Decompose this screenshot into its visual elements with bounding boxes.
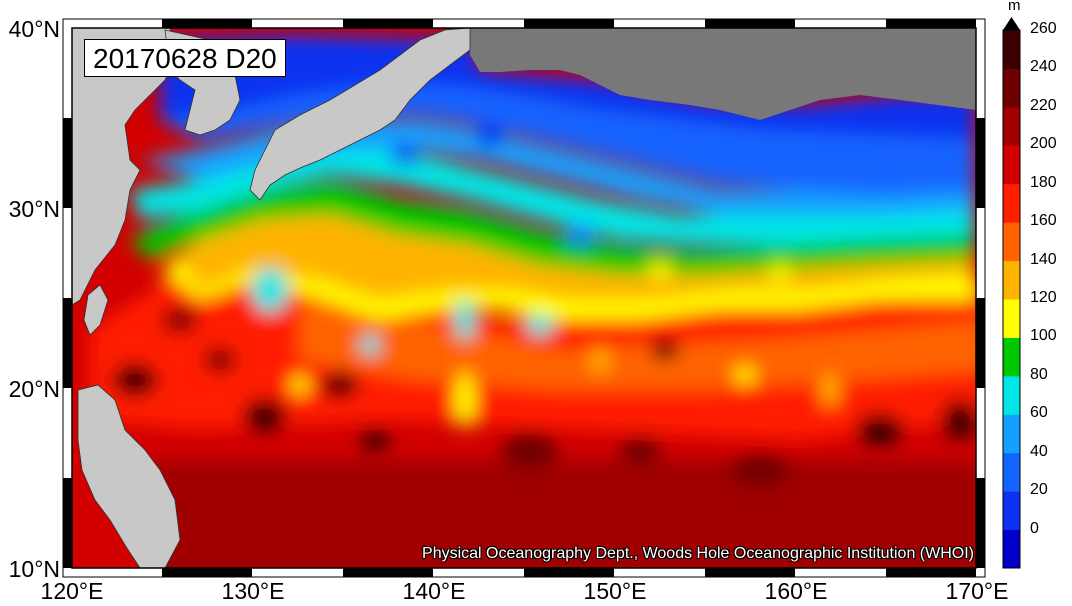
colorbar-label: 120 (1030, 289, 1057, 306)
colorbar-swatch (1003, 145, 1020, 185)
colorbar-label: 220 (1030, 96, 1057, 114)
lat-label-20: 20°N (8, 376, 60, 402)
colorbar-label: 60 (1030, 404, 1048, 422)
colorbar-swatch (1003, 375, 1020, 415)
credit-text: Physical Oceanography Dept., Woods Hole … (422, 545, 974, 562)
colorbar-swatch (1003, 529, 1020, 569)
date-label: 20170628 D20 (84, 39, 286, 77)
colorbar-label: 100 (1030, 327, 1057, 345)
colorbar-swatch (1003, 106, 1020, 146)
colorbar-swatch (1003, 452, 1020, 492)
frame-ticks (63, 19, 985, 577)
lon-label-170: 170°E (945, 578, 1009, 604)
lon-label-140: 140°E (402, 578, 466, 604)
colorbar-swatch (1003, 30, 1020, 69)
colorbar-swatch (1003, 414, 1020, 454)
colorbar-label: 0 (1030, 519, 1039, 537)
no-data-mask (72, 28, 976, 120)
colorbar-swatch (1003, 222, 1020, 262)
colorbar-arrow (1003, 17, 1020, 30)
colorbar-unit: m (1008, 0, 1021, 14)
colorbar-swatch (1003, 491, 1020, 531)
colorbar-label: 40 (1030, 442, 1048, 460)
colorbar-swatch (1003, 337, 1020, 377)
lat-label-30: 30°N (8, 196, 60, 222)
colorbar-label: 240 (1030, 58, 1057, 76)
lat-label-40: 40°N (8, 16, 60, 42)
lat-label-10: 10°N (8, 556, 60, 582)
colorbar-swatch (1003, 260, 1020, 300)
colorbar-label: 20 (1030, 481, 1048, 499)
colorbar-label: 260 (1030, 20, 1057, 37)
lon-label-150: 150°E (583, 578, 647, 604)
colorbar-label: 160 (1030, 212, 1057, 230)
colorbar-label: 140 (1030, 250, 1057, 268)
colorbar-swatch (1003, 183, 1020, 223)
ocean-field (72, 28, 976, 568)
colorbar-label: 200 (1030, 135, 1057, 153)
colorbar-swatch (1003, 68, 1020, 108)
lon-label-160: 160°E (764, 578, 828, 604)
colorbar-swatch (1003, 299, 1020, 338)
colorbar (1002, 17, 1021, 569)
lon-label-120: 120°E (40, 578, 104, 604)
colorbar-label: 80 (1030, 365, 1048, 383)
lon-label-130: 130°E (221, 578, 285, 604)
colorbar-label: 180 (1030, 173, 1057, 191)
